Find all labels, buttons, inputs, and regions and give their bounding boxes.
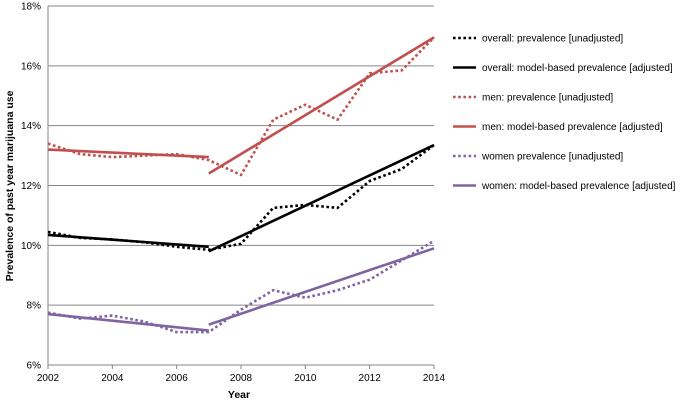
series-line	[208, 143, 435, 253]
series-line	[208, 247, 435, 326]
y-tick-labels: 6% 8% 10% 12% 14% 16% 18%	[21, 2, 41, 372]
axes	[47, 6, 435, 369]
legend-label: overall: prevalence [unadjusted]	[482, 34, 623, 45]
y-tick-label: 18%	[21, 2, 41, 13]
legend-label: women: model-based prevalence [adjusted]	[481, 181, 676, 192]
series-line	[47, 312, 209, 332]
series-lines	[47, 36, 435, 334]
x-tick-label: 2010	[294, 373, 317, 384]
series-line	[47, 144, 435, 252]
series-line	[47, 148, 209, 159]
y-tick-label: 12%	[21, 181, 41, 192]
x-tick-label: 2004	[101, 373, 124, 384]
series-line	[47, 233, 209, 249]
y-tick-label: 16%	[21, 61, 41, 72]
x-tick-labels: 2002 2004 2006 2008 2010 2012 2014	[37, 373, 446, 384]
y-tick-label: 8%	[27, 301, 42, 312]
legend: overall: prevalence [unadjusted] overall:…	[453, 34, 676, 192]
legend-label: women prevalence [unadjusted]	[481, 152, 623, 163]
legend-label: overall: model-based prevalence [adjuste…	[482, 63, 673, 74]
gridlines	[48, 5, 434, 306]
y-tick-label: 14%	[21, 121, 41, 132]
legend-label: men: prevalence [unadjusted]	[482, 93, 613, 104]
y-tick-label: 6%	[27, 361, 42, 372]
x-tick-label: 2014	[423, 373, 446, 384]
x-axis-title: Year	[228, 389, 250, 401]
x-tick-label: 2006	[166, 373, 189, 384]
y-tick-label: 10%	[21, 241, 41, 252]
x-tick-label: 2012	[359, 373, 382, 384]
series-line	[47, 239, 435, 334]
x-tick-label: 2008	[230, 373, 253, 384]
legend-label: men: model-based prevalence [adjusted]	[482, 122, 663, 133]
x-tick-label: 2002	[37, 373, 60, 384]
y-axis-title: Prevalence of past year marijuana use	[4, 90, 16, 281]
series-line	[47, 36, 435, 177]
series-line	[208, 36, 435, 175]
